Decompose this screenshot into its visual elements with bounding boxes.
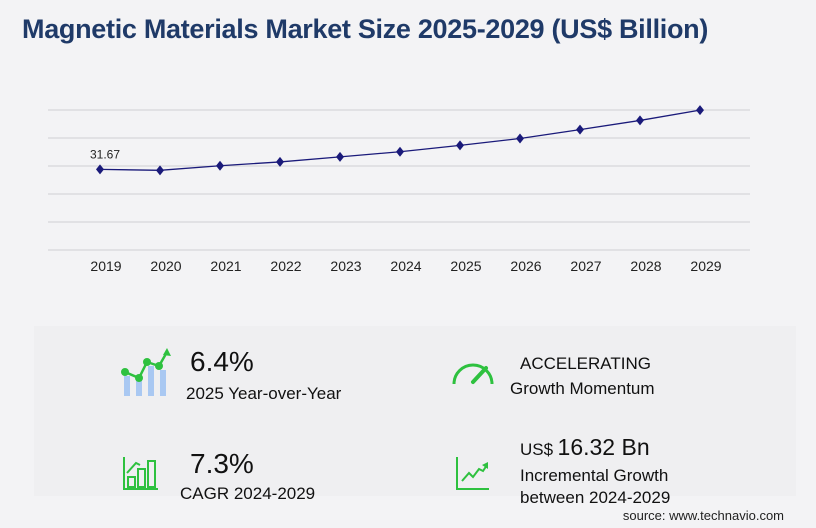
- data-point: [456, 140, 464, 151]
- stats-panel: [34, 326, 796, 496]
- speedometer-icon: [452, 363, 494, 385]
- data-point: [276, 156, 284, 167]
- incremental-amount: 16.32 Bn: [557, 434, 650, 460]
- data-point: [336, 151, 344, 162]
- page-title: Magnetic Materials Market Size 2025-2029…: [22, 14, 709, 44]
- x-tick-label: 2024: [390, 258, 421, 274]
- source-credit: source: www.technavio.com: [622, 508, 784, 523]
- data-point: [156, 165, 164, 176]
- data-label: 31.67: [90, 147, 120, 161]
- incremental-label-2: between 2024-2029: [520, 488, 671, 507]
- line-chart: 2019 31.67 2020 2021 2022 2023 2024 2025 2026 202…: [48, 105, 750, 274]
- series-line: [99, 109, 701, 171]
- x-tick-label: 2019: [90, 258, 121, 274]
- x-tick-label: 2022: [270, 258, 301, 274]
- x-tick-label: 2023: [330, 258, 361, 274]
- bar-chart-icon: [123, 457, 158, 490]
- x-tick-label: 2027: [570, 258, 601, 274]
- data-point: [576, 124, 584, 135]
- data-point: [396, 146, 404, 157]
- cagr-label: CAGR 2024-2029: [180, 484, 316, 503]
- x-tick-label: 2029: [690, 258, 721, 274]
- x-tick-label: 2020: [150, 258, 181, 274]
- momentum-value: ACCELERATING: [520, 354, 651, 373]
- x-tick-label: 2028: [630, 258, 661, 274]
- yoy-value: 6.4%: [190, 346, 254, 377]
- x-tick-label: 2026: [510, 258, 541, 274]
- data-point: [696, 105, 704, 116]
- cagr-value: 7.3%: [190, 448, 254, 479]
- currency-prefix: US$: [520, 440, 554, 459]
- x-tick-label: 2025: [450, 258, 481, 274]
- incremental-label-1: Incremental Growth: [520, 466, 669, 485]
- x-tick-label: 2021: [210, 258, 241, 274]
- data-point: [516, 133, 524, 144]
- yoy-label: 2025 Year-over-Year: [186, 384, 342, 403]
- data-point: [96, 164, 104, 175]
- momentum-label: Growth Momentum: [510, 379, 655, 398]
- incremental-value: US$ 16.32 Bn: [520, 434, 650, 461]
- data-point: [636, 115, 644, 126]
- growth-chart-icon: [121, 348, 171, 396]
- trend-up-icon: [456, 457, 489, 490]
- data-point: [216, 160, 224, 171]
